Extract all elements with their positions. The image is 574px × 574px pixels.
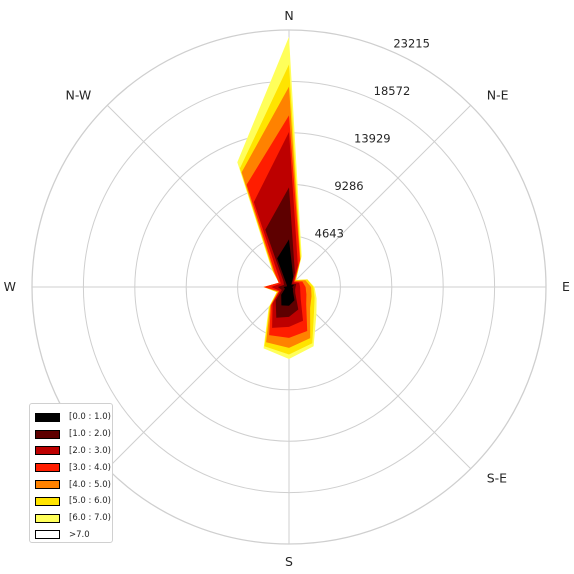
direction-label-s-e: S-E (487, 471, 507, 486)
radial-tick-label-3: 13929 (354, 132, 391, 146)
legend-label: [3.0 : 4.0) (69, 462, 111, 473)
direction-label-n: N (284, 8, 293, 23)
legend-label: >7.0 (69, 529, 90, 540)
spoke-n-w (106, 104, 290, 288)
legend-item: [2.0 : 3.0) (35, 443, 112, 460)
radial-tick-label-2: 9286 (334, 179, 363, 193)
legend-label: [0.0 : 1.0) (69, 412, 111, 423)
legend: [0.0 : 1.0) [1.0 : 2.0) [2.0 : 3.0) [3.0 : … (29, 403, 113, 543)
legend-label: [2.0 : 3.0) (69, 445, 111, 456)
legend-item: [0.0 : 1.0) (35, 409, 112, 426)
direction-label-e: E (562, 279, 570, 294)
legend-swatch (35, 496, 60, 506)
legend-item: [3.0 : 4.0) (35, 459, 112, 476)
polar-grid (31, 29, 547, 545)
spoke-s-w (106, 286, 290, 470)
legend-swatch (35, 530, 60, 540)
legend-swatch (35, 412, 60, 422)
radial-tick-label-5: 23215 (393, 37, 430, 51)
direction-label-s: S (285, 554, 293, 569)
legend-item: [4.0 : 5.0) (35, 476, 112, 493)
radial-tick-label-1: 4643 (315, 227, 344, 241)
radial-tick-label-4: 18572 (374, 84, 411, 98)
legend-swatch (35, 446, 60, 456)
legend-item: >7.0 (35, 527, 112, 544)
spoke-s-e (288, 286, 472, 470)
petal-layer-0 (277, 239, 295, 306)
direction-label-n-w: N-W (66, 87, 92, 102)
legend-label: [1.0 : 2.0) (69, 429, 111, 440)
direction-label-n-e: N-E (487, 87, 509, 102)
legend-label: [6.0 : 7.0) (69, 513, 111, 524)
direction-label-w: W (4, 279, 16, 294)
legend-swatch (35, 480, 60, 490)
legend-item: [6.0 : 7.0) (35, 510, 112, 527)
legend-swatch (35, 429, 60, 439)
legend-item: [1.0 : 2.0) (35, 426, 112, 443)
legend-item: [5.0 : 6.0) (35, 493, 112, 510)
legend-swatch (35, 513, 60, 523)
legend-swatch (35, 463, 60, 473)
legend-label: [5.0 : 6.0) (69, 496, 111, 507)
petal-layers (237, 36, 317, 360)
spoke-n-e (288, 104, 472, 288)
legend-label: [4.0 : 5.0) (69, 479, 111, 490)
